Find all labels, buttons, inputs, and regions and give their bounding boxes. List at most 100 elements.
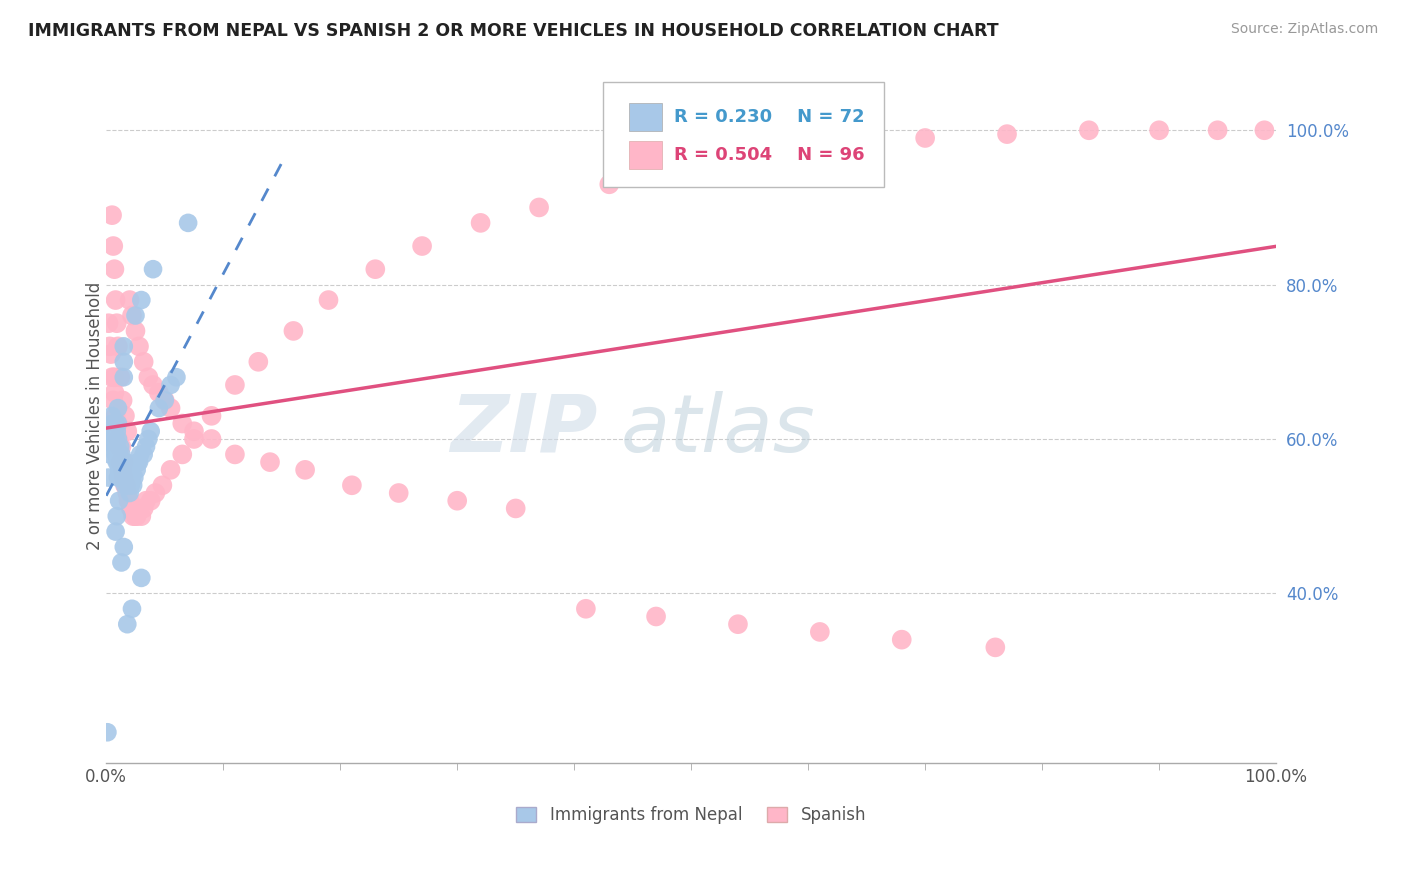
Point [124, 509, 146, 524]
Point [121, 309, 143, 323]
FancyBboxPatch shape [603, 82, 884, 186]
Point [110, 556, 132, 570]
Point [98, 447, 121, 461]
Point [114, 463, 136, 477]
Point [111, 470, 134, 484]
Point [115, 455, 138, 469]
Point [120, 501, 142, 516]
Point [107, 339, 129, 353]
Point [131, 293, 153, 307]
Point [1147, 123, 1170, 137]
Point [172, 417, 194, 431]
Point [124, 309, 146, 323]
Point [108, 463, 131, 477]
Point [124, 470, 146, 484]
Point [125, 509, 148, 524]
Point [103, 385, 125, 400]
Point [117, 424, 139, 438]
Point [129, 447, 152, 461]
Point [103, 370, 125, 384]
Point [104, 432, 127, 446]
Point [259, 455, 281, 469]
Point [121, 601, 143, 615]
Point [107, 417, 129, 431]
Point [132, 447, 155, 461]
Point [114, 478, 136, 492]
Point [131, 571, 153, 585]
FancyBboxPatch shape [628, 142, 662, 169]
Point [101, 417, 124, 431]
Point [103, 239, 125, 253]
Point [527, 201, 550, 215]
Point [411, 239, 433, 253]
Point [104, 524, 127, 539]
Point [150, 478, 173, 492]
Point [108, 447, 131, 461]
Point [128, 339, 150, 353]
Point [224, 447, 246, 461]
Point [645, 609, 668, 624]
Point [110, 455, 132, 469]
Point [110, 447, 132, 461]
Point [107, 417, 129, 431]
Point [995, 127, 1018, 141]
Point [108, 493, 131, 508]
Point [131, 509, 153, 524]
Point [121, 501, 143, 516]
Text: IMMIGRANTS FROM NEPAL VS SPANISH 2 OR MORE VEHICLES IN HOUSEHOLD CORRELATION CHA: IMMIGRANTS FROM NEPAL VS SPANISH 2 OR MO… [28, 22, 998, 40]
Point [1077, 123, 1099, 137]
Point [145, 486, 167, 500]
Point [104, 447, 127, 461]
Point [98, 339, 121, 353]
Point [112, 355, 135, 369]
Point [114, 478, 136, 492]
Point [118, 470, 141, 484]
Point [110, 463, 132, 477]
Text: R = 0.504    N = 96: R = 0.504 N = 96 [673, 146, 865, 164]
Point [115, 470, 138, 484]
Point [159, 463, 181, 477]
Point [105, 316, 128, 330]
Point [117, 493, 139, 508]
Point [104, 293, 127, 307]
Point [148, 385, 170, 400]
Point [103, 393, 125, 408]
Point [283, 324, 305, 338]
Point [984, 640, 1007, 655]
Point [1206, 123, 1229, 137]
Point [118, 493, 141, 508]
Point [110, 440, 132, 454]
Point [505, 501, 527, 516]
Point [668, 161, 690, 176]
Point [101, 370, 124, 384]
Point [103, 432, 125, 446]
Point [112, 470, 135, 484]
Point [122, 509, 145, 524]
Point [148, 401, 170, 416]
Point [183, 432, 205, 446]
Text: Source: ZipAtlas.com: Source: ZipAtlas.com [1230, 22, 1378, 37]
Point [112, 455, 135, 469]
Point [470, 216, 492, 230]
Point [107, 455, 129, 469]
Point [104, 409, 127, 423]
Point [122, 478, 145, 492]
Point [117, 463, 139, 477]
Point [110, 455, 132, 469]
Point [105, 440, 128, 454]
Point [124, 324, 146, 338]
Point [107, 432, 129, 446]
Point [159, 378, 181, 392]
Y-axis label: 2 or more Vehicles in Household: 2 or more Vehicles in Household [86, 282, 104, 550]
Point [247, 355, 270, 369]
Point [183, 424, 205, 438]
Point [832, 138, 855, 153]
Point [111, 463, 134, 477]
Point [138, 370, 160, 384]
Point [128, 455, 150, 469]
Point [111, 455, 134, 469]
Text: ZIP: ZIP [450, 391, 598, 468]
Point [132, 501, 155, 516]
Point [117, 478, 139, 492]
Point [117, 463, 139, 477]
